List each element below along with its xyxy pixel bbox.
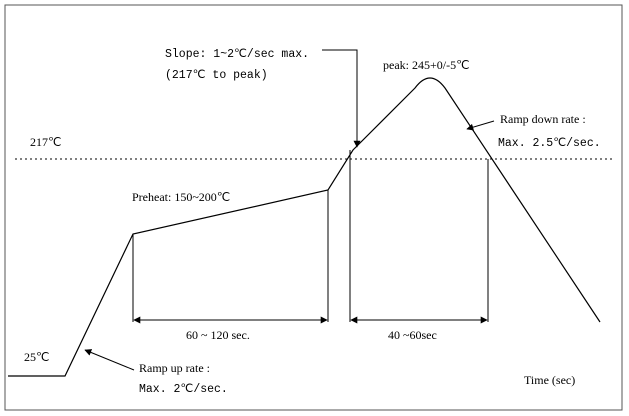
preheat-time: 60 ~ 120 sec. xyxy=(186,328,250,342)
ramp-down-rate: Max. 2.5℃/sec. xyxy=(498,137,601,150)
peak-label: peak: 245+0/-5℃ xyxy=(383,58,470,72)
preheat-label: Preheat: 150~200℃ xyxy=(132,190,230,204)
profile-curve xyxy=(8,77,601,377)
reflow-time: 40 ~60sec xyxy=(388,328,437,342)
slope-arrow xyxy=(322,49,361,148)
ramp-down-label: Ramp down rate : xyxy=(500,112,586,126)
ramp-up-arrow xyxy=(84,349,135,371)
frame xyxy=(4,4,623,411)
x-axis-label: Time (sec) xyxy=(524,373,575,387)
ramp-up-label: Ramp up rate : xyxy=(139,361,210,375)
ramp-up-rate: Max. 2℃/sec. xyxy=(139,383,228,396)
liquidus-label: 217℃ xyxy=(30,135,61,149)
start-temp: 25℃ xyxy=(24,350,49,364)
slope-label: Slope: 1~2℃/sec max. xyxy=(165,48,309,61)
slope-range-label: (217℃ to peak) xyxy=(165,69,268,82)
ramp-down-arrow xyxy=(466,120,495,131)
